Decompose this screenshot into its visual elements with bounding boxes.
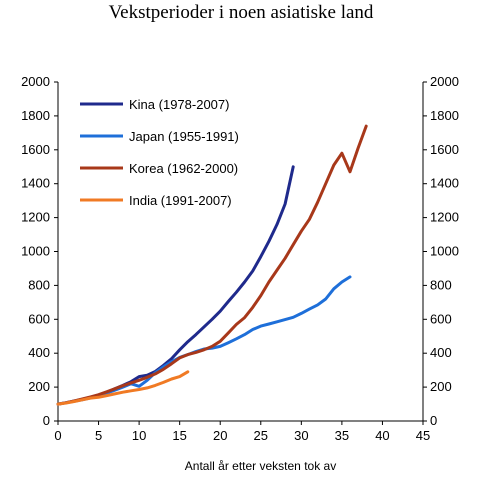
x-tick-label: 5 [95, 428, 102, 443]
series-lines [56, 124, 368, 406]
y-tick-label-left: 1800 [21, 108, 50, 123]
y-tick-label-right: 1600 [430, 142, 459, 157]
y-tick-label-right: 200 [430, 379, 452, 394]
y-tick-label-right: 1800 [430, 108, 459, 123]
chart-title: Vekstperioder i noen asiatiske land [108, 2, 374, 23]
x-tick-label: 45 [416, 428, 430, 443]
x-axis-title: Antall år etter veksten tok av [185, 459, 336, 473]
legend-label: Kina (1978-2007) [129, 97, 229, 112]
legend-label: India (1991-2007) [129, 193, 232, 208]
y-tick-label-left: 2000 [21, 74, 50, 89]
x-tick-label: 20 [213, 428, 227, 443]
series-line [56, 124, 368, 406]
y-tick-label-left: 800 [28, 277, 50, 292]
y-tick-label-left: 400 [28, 345, 50, 360]
y-tick-label-right: 1000 [430, 244, 459, 259]
y-tick-label-right: 2000 [430, 74, 459, 89]
x-tick-label: 15 [172, 428, 186, 443]
legend-label: Japan (1955-1991) [129, 129, 239, 144]
y-tick-label-left: 0 [43, 413, 50, 428]
x-tick-label: 40 [375, 428, 389, 443]
y-tick-label-left: 1000 [21, 244, 50, 259]
x-tick-label: 10 [132, 428, 146, 443]
y-tick-label-right: 1200 [430, 210, 459, 225]
y-tick-label-left: 600 [28, 311, 50, 326]
series-line [56, 275, 352, 406]
y-tick-label-left: 200 [28, 379, 50, 394]
y-tick-label-right: 800 [430, 277, 452, 292]
series-line [56, 370, 190, 406]
x-tick-label: 35 [335, 428, 349, 443]
x-tick-label: 25 [254, 428, 268, 443]
y-tick-label-right: 400 [430, 345, 452, 360]
y-tick-label-right: 1400 [430, 176, 459, 191]
y-tick-label-right: 0 [430, 413, 437, 428]
y-tick-label-left: 1600 [21, 142, 50, 157]
legend-label: Korea (1962-2000) [129, 161, 238, 176]
x-tick-label: 0 [54, 428, 61, 443]
y-tick-label-right: 600 [430, 311, 452, 326]
x-tick-label: 30 [294, 428, 308, 443]
y-tick-label-left: 1400 [21, 176, 50, 191]
legend: Kina (1978-2007) Japan (1955-1991) Korea (… [80, 97, 239, 208]
y-tick-label-left: 1200 [21, 210, 50, 225]
